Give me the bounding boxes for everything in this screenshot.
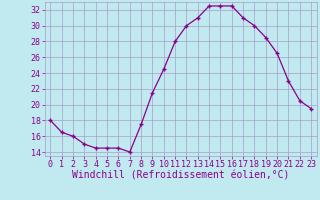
X-axis label: Windchill (Refroidissement éolien,°C): Windchill (Refroidissement éolien,°C) <box>72 171 290 181</box>
